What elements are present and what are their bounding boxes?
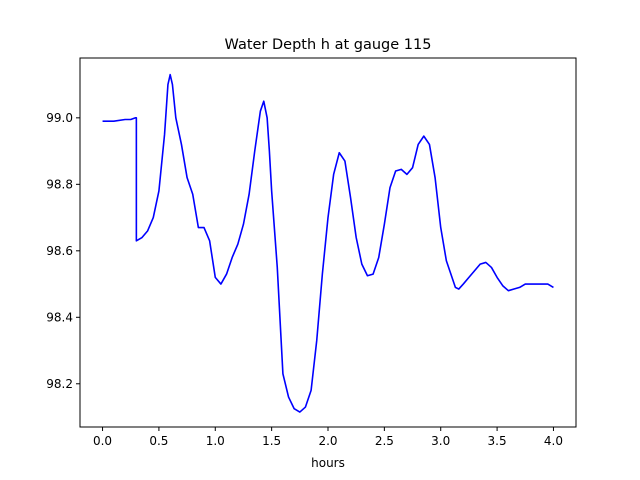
x-tick-label: 0.0 — [93, 434, 112, 448]
x-tick-label: 3.0 — [431, 434, 450, 448]
y-tick-label: 98.8 — [46, 177, 73, 191]
chart-title: Water Depth h at gauge 115 — [225, 37, 432, 53]
axis-ticks: 0.0 0.5 1.0 1.5 2.0 2.5 3.0 3.5 4.0 98.2 98.4 98.6 9… — [46, 111, 563, 448]
y-tick-label: 99.0 — [46, 111, 73, 125]
plot-area — [79, 57, 577, 428]
y-tick-label: 98.6 — [46, 244, 73, 258]
y-tick-label: 98.4 — [46, 310, 73, 324]
series-line — [102, 73, 554, 413]
x-tick-label: 1.5 — [262, 434, 281, 448]
x-tick-label: 3.5 — [488, 434, 507, 448]
x-axis-label: hours — [311, 456, 345, 470]
y-tick-label: 98.2 — [46, 377, 73, 391]
x-tick-label: 1.0 — [206, 434, 225, 448]
x-tick-label: 2.5 — [375, 434, 394, 448]
x-tick-label: 2.0 — [318, 434, 337, 448]
x-tick-label: 0.5 — [149, 434, 168, 448]
x-tick-label: 4.0 — [544, 434, 563, 448]
